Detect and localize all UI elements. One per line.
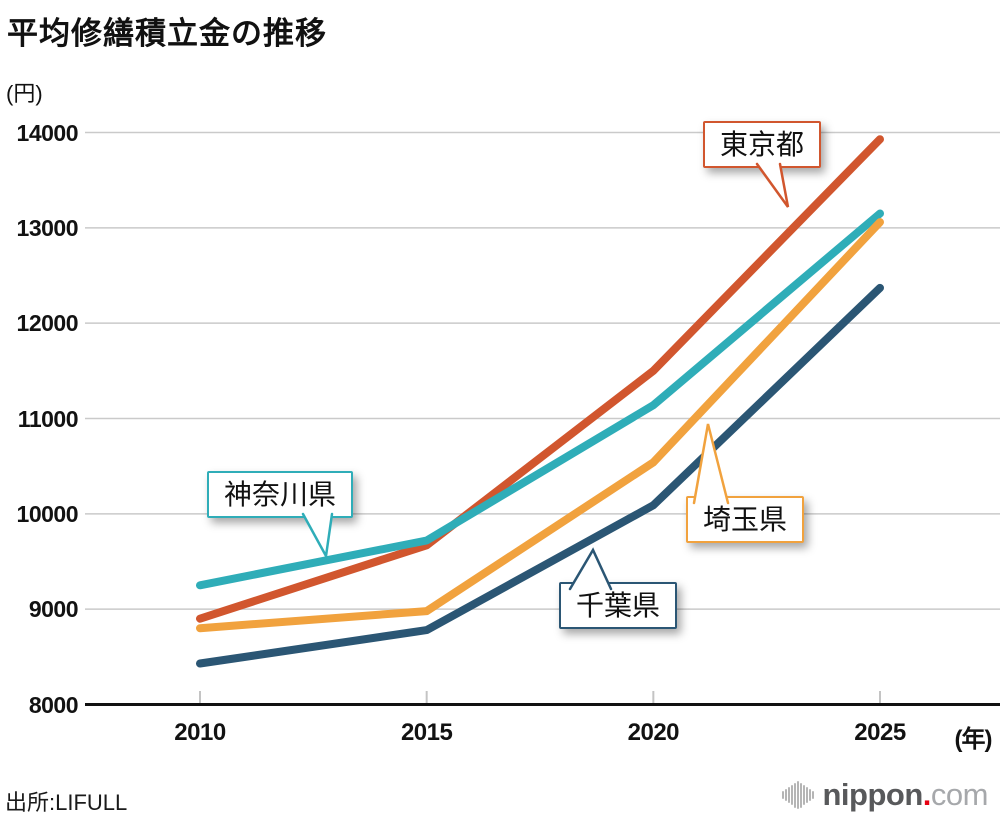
sound-wave-bar	[793, 782, 796, 808]
sound-wave-icon	[781, 780, 814, 810]
page-title: 平均修繕積立金の推移	[7, 16, 327, 51]
logo-tld: com	[930, 777, 989, 812]
y-axis-label: 9000	[28, 596, 79, 623]
logo-text: nippon.com	[822, 777, 989, 812]
source-credit: 出所:LIFULL	[5, 790, 128, 815]
y-axis-label: 12000	[16, 310, 79, 337]
x-axis-unit-label: (年)	[954, 726, 993, 753]
callout-chiba: 千葉県	[559, 582, 678, 629]
y-axis-label: 10000	[16, 500, 79, 527]
callout-tokyo: 東京都	[703, 121, 822, 168]
y-axis-label: 13000	[16, 214, 79, 241]
y-axis-label: 14000	[16, 119, 79, 146]
y-axis-label: 11000	[17, 405, 79, 432]
callout-saitama: 埼玉県	[686, 496, 805, 543]
gridlines	[85, 131, 1000, 706]
logo-name: nippon	[822, 777, 924, 812]
sound-wave-bar	[796, 781, 799, 809]
callout-kanagawa: 神奈川県	[207, 471, 354, 518]
sound-wave-bar	[787, 787, 790, 803]
sound-wave-bar	[811, 791, 814, 799]
sound-wave-bar	[802, 785, 805, 805]
sound-wave-bar	[799, 782, 802, 808]
nippon-com-logo: nippon.com	[781, 777, 989, 812]
sound-wave-bar	[808, 789, 811, 801]
sound-wave-bar	[784, 789, 787, 801]
y-axis-unit-label: (円)	[6, 81, 43, 106]
x-axis-label: 2020	[627, 719, 680, 746]
x-axis-label: 2025	[854, 719, 906, 746]
y-axis-label: 8000	[28, 691, 79, 718]
sound-wave-bar	[781, 791, 784, 799]
logo-dot: .	[922, 777, 932, 812]
sound-wave-bar	[805, 787, 808, 803]
sound-wave-bar	[790, 785, 793, 805]
data-series-lines	[196, 135, 885, 668]
x-axis-label: 2010	[174, 719, 226, 746]
x-axis-label: 2015	[400, 719, 453, 746]
x-tick-marks	[199, 691, 882, 703]
